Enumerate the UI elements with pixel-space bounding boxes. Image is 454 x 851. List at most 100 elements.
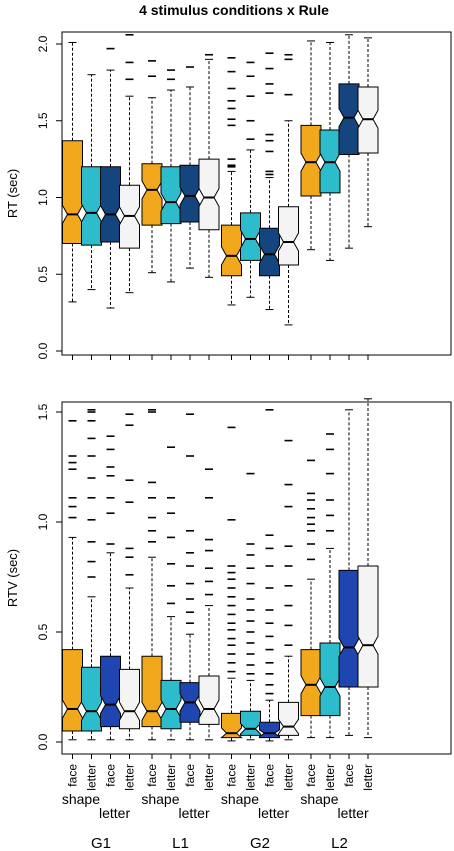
plot-frame xyxy=(61,401,452,755)
y-tick-label: 1.5 xyxy=(36,112,50,129)
y-tick-label: 1.0 xyxy=(36,189,50,206)
rule-label: shape xyxy=(221,791,259,807)
box-body xyxy=(81,166,102,246)
box-shape-face-G2 xyxy=(220,426,243,742)
box-letter-letter-G1 xyxy=(119,33,140,294)
y-axis-label: RT (sec) xyxy=(5,169,20,218)
condition-label: letter xyxy=(123,764,137,791)
box-body xyxy=(198,158,220,231)
condition-label: letter xyxy=(85,764,99,791)
condition-label: letter xyxy=(164,764,178,791)
box-shape-letter-G1 xyxy=(81,408,102,741)
box-letter-face-G1 xyxy=(100,47,121,309)
condition-label: letter xyxy=(202,764,216,791)
condition-label: face xyxy=(342,764,356,787)
condition-label: face xyxy=(183,764,197,787)
box-body xyxy=(240,212,261,261)
box-shape-face-L2 xyxy=(300,459,322,739)
group-label: G1 xyxy=(91,835,111,851)
box-body xyxy=(338,83,360,156)
box-letter-face-G1 xyxy=(100,435,121,741)
box-body xyxy=(240,710,261,736)
box-body xyxy=(119,668,140,730)
box-body xyxy=(141,163,163,226)
rule-label: letter xyxy=(99,805,130,821)
group-label: G2 xyxy=(250,835,270,851)
y-tick-label: 0.5 xyxy=(36,623,50,640)
condition-label: face xyxy=(304,764,318,787)
condition-label: face xyxy=(66,764,80,787)
condition-label: face xyxy=(263,764,277,787)
box-shape-face-L1 xyxy=(141,60,163,274)
box-body xyxy=(338,569,360,688)
box-body xyxy=(179,164,201,223)
rt-panel: 0.0 0.5 1.0 1.5 2.0 RT (sec) xyxy=(5,31,452,360)
condition-label: letter xyxy=(282,764,296,791)
box-body xyxy=(319,642,341,717)
box-body xyxy=(259,721,280,739)
y-tick-label: 0.0 xyxy=(36,733,50,750)
box-body xyxy=(62,649,83,732)
rtv-panel: 0.0 0.5 1.0 1.5 RTV (sec) xyxy=(5,398,452,759)
box-shape-letter-L1 xyxy=(160,69,182,283)
box-body xyxy=(160,679,182,730)
box-shape-face-G1 xyxy=(62,419,83,741)
rule-label: shape xyxy=(300,791,338,807)
chart-title: 4 stimulus conditions x Rule xyxy=(139,2,329,18)
box-body xyxy=(259,227,280,277)
box-body xyxy=(357,565,379,688)
box-body xyxy=(100,655,121,728)
box-letter-face-L1 xyxy=(179,66,201,269)
y-tick-label: 1.5 xyxy=(36,403,50,420)
box-letter-letter-G1 xyxy=(119,413,140,741)
box-letter-letter-G2 xyxy=(278,439,299,741)
box-letter-letter-L2 xyxy=(357,398,379,739)
box-letter-face-G2 xyxy=(259,408,280,742)
box-shape-face-L1 xyxy=(141,408,163,741)
box-shape-letter-L1 xyxy=(160,446,182,741)
condition-label: face xyxy=(225,764,239,787)
condition-label: letter xyxy=(323,764,337,791)
box-letter-face-G2 xyxy=(259,52,280,311)
box-letter-letter-L1 xyxy=(198,53,220,278)
box-letter-letter-L1 xyxy=(198,468,220,741)
condition-label: letter xyxy=(244,764,258,791)
rule-label: letter xyxy=(258,805,289,821)
box-body xyxy=(160,166,182,225)
box-body xyxy=(141,655,163,728)
box-body xyxy=(198,675,220,725)
box-body xyxy=(81,666,102,732)
y-tick-label: 2.0 xyxy=(36,35,50,52)
y-tick-label: 0.0 xyxy=(36,342,50,359)
rule-label: shape xyxy=(62,791,100,807)
rule-label: letter xyxy=(179,805,210,821)
box-shape-letter-G1 xyxy=(81,74,102,291)
box-body xyxy=(278,701,299,736)
box-shape-face-L2 xyxy=(300,40,322,251)
box-letter-face-L1 xyxy=(179,413,201,741)
box-body xyxy=(300,124,322,197)
box-shape-letter-L2 xyxy=(319,41,341,261)
group-label: L2 xyxy=(331,835,348,851)
box-shape-letter-G2 xyxy=(240,472,261,741)
box-letter-face-L2 xyxy=(338,34,360,249)
box-body xyxy=(278,206,299,266)
group-label: L1 xyxy=(172,835,189,851)
box-body xyxy=(62,140,83,245)
y-axis-label: RTV (sec) xyxy=(5,549,20,607)
box-letter-letter-G2 xyxy=(278,53,299,326)
box-body xyxy=(221,224,242,277)
condition-label: letter xyxy=(361,764,375,791)
box-shape-letter-G2 xyxy=(240,61,261,298)
y-tick-label: 0.5 xyxy=(36,266,50,283)
box-shape-letter-L2 xyxy=(319,433,341,739)
condition-label: face xyxy=(104,764,118,787)
box-body xyxy=(100,166,121,243)
condition-label: face xyxy=(145,764,159,787)
rule-label: shape xyxy=(141,791,179,807)
box-letter-face-L2 xyxy=(338,409,360,736)
y-tick-label: 1.0 xyxy=(36,513,50,530)
box-body xyxy=(300,649,322,717)
